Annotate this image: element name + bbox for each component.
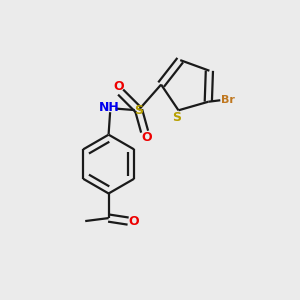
- Text: NH: NH: [99, 101, 120, 114]
- Text: O: O: [142, 130, 152, 144]
- Text: O: O: [129, 215, 140, 228]
- Text: S: S: [134, 103, 143, 117]
- Text: O: O: [113, 80, 124, 93]
- Text: Br: Br: [221, 95, 235, 105]
- Text: S: S: [172, 111, 182, 124]
